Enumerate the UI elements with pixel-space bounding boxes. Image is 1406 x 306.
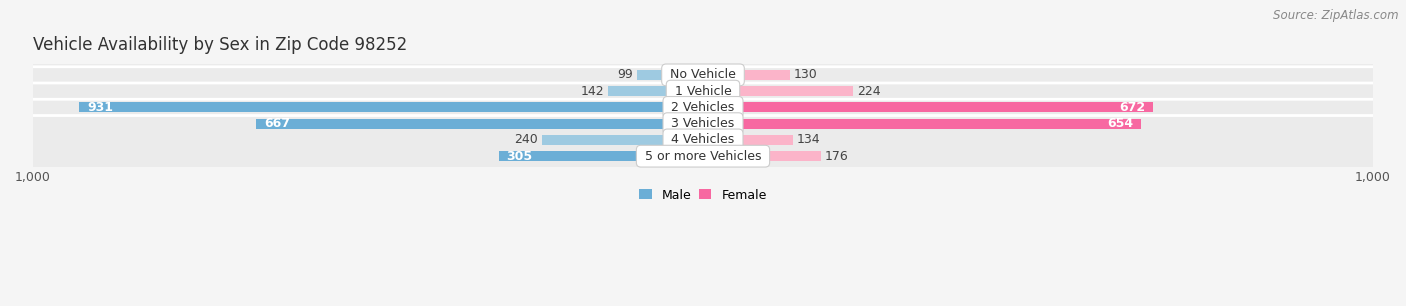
Bar (703, 135, 793, 145)
Bar (256, 119, 703, 129)
Bar (607, 86, 703, 96)
FancyBboxPatch shape (25, 67, 1381, 246)
Text: 176: 176 (825, 150, 849, 163)
Text: 130: 130 (794, 68, 818, 81)
Bar (703, 151, 821, 161)
Text: 654: 654 (1107, 117, 1133, 130)
Text: Vehicle Availability by Sex in Zip Code 98252: Vehicle Availability by Sex in Zip Code … (32, 36, 408, 54)
Bar (79, 102, 703, 112)
FancyBboxPatch shape (25, 18, 1381, 197)
Bar (499, 151, 703, 161)
Bar (703, 119, 1142, 129)
Text: 2 Vehicles: 2 Vehicles (668, 101, 738, 114)
Text: 3 Vehicles: 3 Vehicles (668, 117, 738, 130)
Text: 5 or more Vehicles: 5 or more Vehicles (641, 150, 765, 163)
Bar (703, 70, 790, 80)
Bar (703, 102, 1153, 112)
FancyBboxPatch shape (25, 2, 1381, 181)
Text: No Vehicle: No Vehicle (666, 68, 740, 81)
Bar (703, 86, 853, 96)
Text: 142: 142 (581, 85, 603, 98)
Text: 667: 667 (264, 117, 290, 130)
Text: 240: 240 (515, 133, 538, 146)
FancyBboxPatch shape (25, 34, 1381, 213)
Text: 931: 931 (87, 101, 114, 114)
Text: Source: ZipAtlas.com: Source: ZipAtlas.com (1274, 9, 1399, 22)
FancyBboxPatch shape (25, 0, 1381, 164)
FancyBboxPatch shape (25, 50, 1381, 229)
Legend: Male, Female: Male, Female (634, 184, 772, 207)
Text: 4 Vehicles: 4 Vehicles (668, 133, 738, 146)
Text: 305: 305 (506, 150, 533, 163)
Text: 672: 672 (1119, 101, 1146, 114)
Bar (637, 70, 703, 80)
Text: 99: 99 (617, 68, 633, 81)
Bar (543, 135, 703, 145)
Text: 134: 134 (797, 133, 821, 146)
Text: 224: 224 (858, 85, 880, 98)
Text: 1 Vehicle: 1 Vehicle (671, 85, 735, 98)
